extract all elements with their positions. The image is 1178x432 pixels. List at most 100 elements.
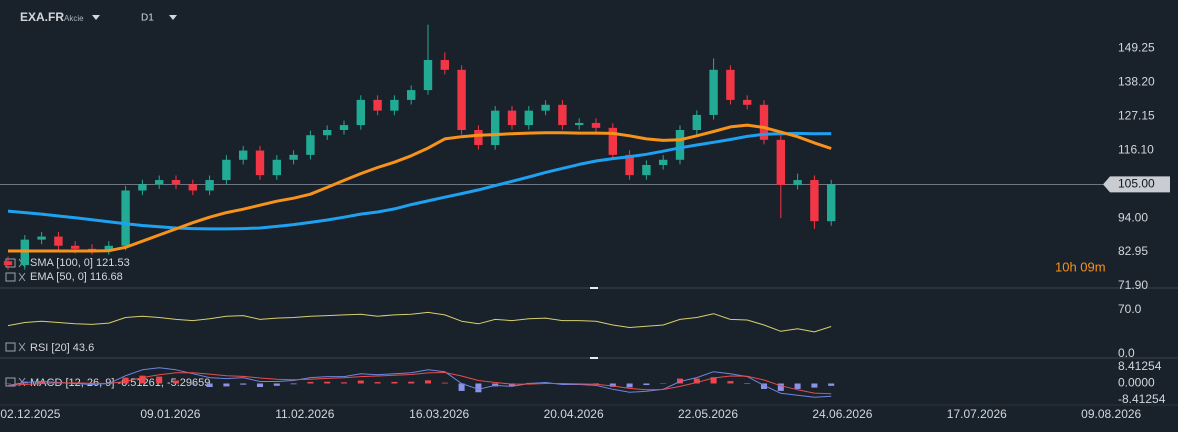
y-tick-label: -8.41254 — [1118, 392, 1166, 406]
x-tick-label: 16.03.2026 — [409, 407, 469, 421]
indicator-line — [8, 123, 832, 253]
histogram-bar — [424, 380, 432, 384]
histogram-bar — [441, 382, 448, 384]
histogram-bar — [508, 383, 516, 386]
y-tick-label: 71.90 — [1118, 278, 1148, 292]
candle-body — [491, 110, 500, 146]
x-tick-label: 17.07.2026 — [947, 407, 1007, 421]
histogram-bar — [357, 380, 364, 384]
candle-body — [205, 180, 214, 191]
histogram-bar — [660, 383, 667, 384]
histogram-bar — [206, 383, 213, 387]
candle-body — [507, 110, 517, 126]
x-tick-label: 24.06.2026 — [812, 407, 872, 421]
histogram-bar — [4, 383, 12, 384]
y-tick-label: 0.0000 — [1118, 376, 1155, 390]
indicator-line — [7, 131, 832, 231]
candle-body — [138, 184, 147, 191]
candle-body — [272, 159, 281, 176]
candle-body — [3, 261, 13, 266]
histogram-bar — [273, 383, 280, 386]
candle-body — [759, 104, 769, 140]
candle-body — [423, 59, 433, 91]
y-tick-label: 0.0 — [1118, 346, 1135, 360]
candle-body — [289, 154, 298, 160]
candle-body — [222, 159, 231, 181]
candle-body — [709, 69, 718, 115]
histogram-bar — [189, 383, 196, 385]
candle-body — [575, 122, 584, 126]
countdown: 10h 09m — [1055, 259, 1106, 274]
pane-handle[interactable] — [590, 287, 598, 289]
histogram-bar — [340, 382, 348, 384]
histogram-bar — [475, 383, 482, 393]
candle-body — [37, 236, 46, 240]
candle-body — [188, 184, 197, 191]
y-tick-label: 94.00 — [1118, 210, 1148, 224]
candle-body — [642, 165, 651, 176]
histogram-bar — [828, 383, 835, 386]
histogram-bar — [458, 383, 465, 391]
histogram-bar — [727, 381, 734, 384]
candle-body — [390, 99, 399, 111]
histogram-bar — [223, 383, 230, 387]
indicator-line — [7, 367, 832, 398]
candle-body — [71, 245, 80, 249]
histogram-bar — [643, 383, 650, 386]
y-tick-label: 138.20 — [1118, 75, 1155, 89]
candle-body — [776, 139, 785, 185]
candle-body — [591, 122, 601, 128]
timeframe-dropdown[interactable] — [169, 15, 177, 20]
instrument-type: Akcie — [64, 14, 84, 23]
histogram-bar — [122, 377, 129, 384]
histogram-bar — [744, 383, 751, 384]
indicator-icon[interactable] — [5, 272, 16, 282]
candle-body — [373, 99, 382, 111]
candle-body — [608, 127, 617, 155]
y-tick-label: 70.0 — [1118, 302, 1142, 316]
histogram-bar — [256, 383, 264, 387]
symbol-dropdown[interactable] — [92, 15, 100, 20]
candle-body — [87, 248, 97, 251]
histogram-bar — [391, 381, 398, 384]
legend-label: RSI [20] 43.6 — [30, 342, 94, 354]
indicator-icon[interactable] — [5, 377, 16, 387]
histogram-bar — [609, 383, 616, 387]
y-tick-label: 127.15 — [1118, 108, 1155, 122]
timeframe[interactable]: D1 — [141, 13, 154, 24]
indicator-icon[interactable] — [5, 342, 16, 352]
indicator-line — [7, 311, 832, 333]
indicator-line — [7, 372, 832, 395]
histogram-bar — [38, 381, 45, 384]
candle-body — [692, 114, 701, 130]
symbol[interactable]: EXA.FR — [20, 10, 64, 24]
candle-body — [810, 180, 819, 222]
candle-body — [407, 90, 416, 100]
histogram-bar — [626, 383, 633, 388]
histogram-bar — [374, 382, 381, 384]
candle-body — [155, 180, 164, 185]
legend-label: MACD [12, 26, 9] -6.51261, -5.29659 — [30, 377, 210, 389]
pane-handle[interactable] — [590, 357, 598, 359]
candle-body — [474, 129, 483, 146]
indicator-close[interactable] — [18, 272, 26, 282]
candle-body — [323, 129, 332, 136]
candle-body — [255, 150, 265, 176]
histogram-bar — [760, 383, 768, 389]
legend-label: SMA [100, 0] 121.53 — [30, 257, 130, 269]
candle-body — [675, 129, 685, 160]
candle-body — [659, 159, 668, 166]
candle-body — [743, 99, 752, 105]
x-tick-label: 20.04.2026 — [544, 407, 604, 421]
histogram-bar — [172, 380, 180, 384]
candle-body — [171, 180, 181, 185]
candle-body — [239, 150, 248, 160]
candle-body — [558, 104, 567, 126]
x-tick-label: 09.08.2026 — [1081, 407, 1141, 421]
candle-body — [793, 180, 802, 185]
histogram-bar — [693, 378, 700, 384]
y-tick-label: 82.95 — [1118, 244, 1148, 258]
histogram-bar — [777, 383, 784, 391]
indicator-close[interactable] — [18, 342, 26, 352]
